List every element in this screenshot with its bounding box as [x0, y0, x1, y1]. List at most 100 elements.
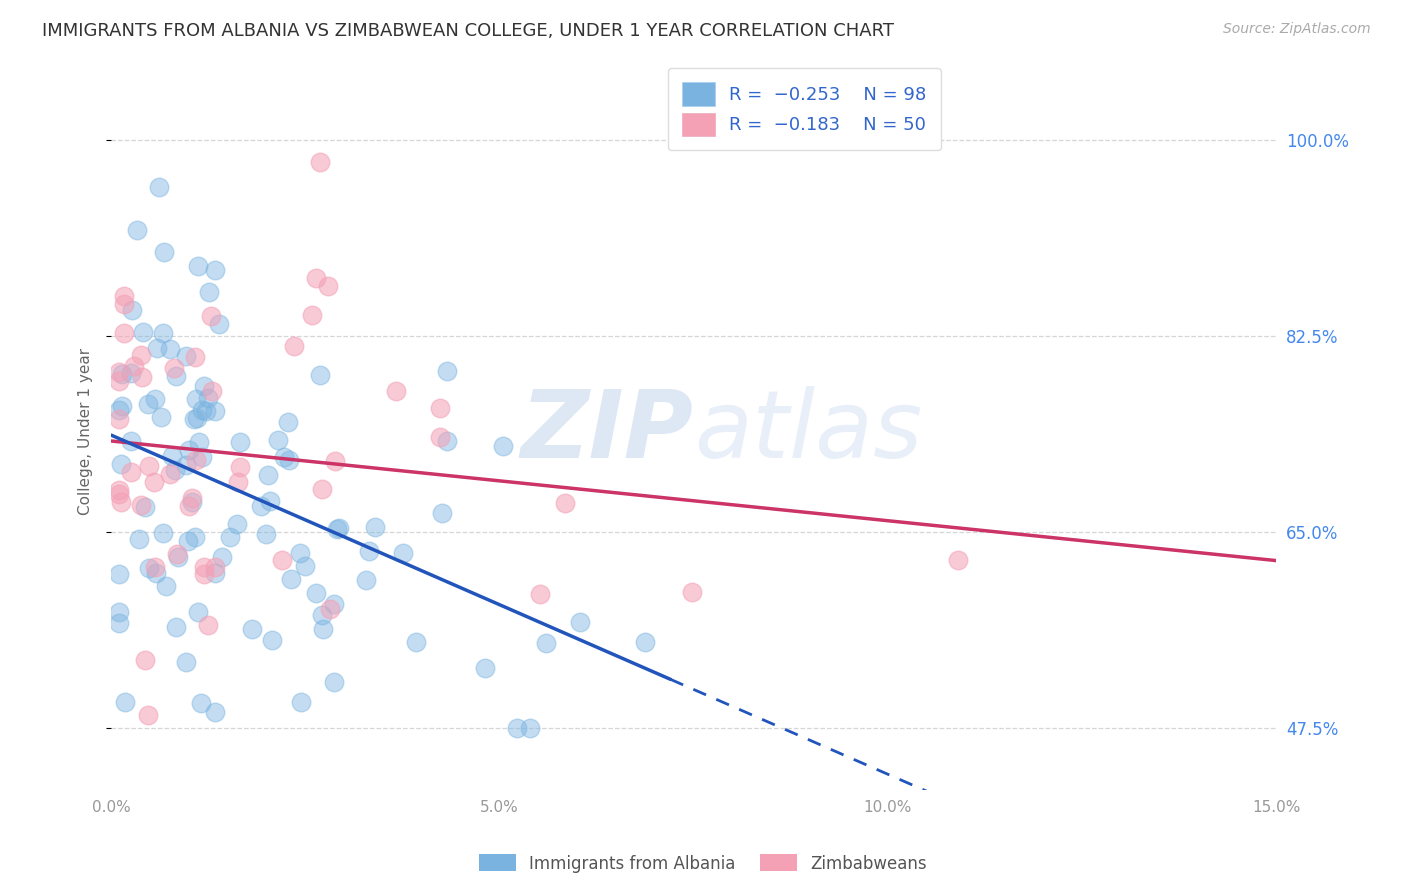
Point — [200, 309, 222, 323]
Legend: Immigrants from Albania, Zimbabweans: Immigrants from Albania, Zimbabweans — [472, 847, 934, 880]
Point — [311, 608, 333, 623]
Point — [316, 278, 339, 293]
Point — [301, 309, 323, 323]
Point — [166, 547, 188, 561]
Text: ZIP: ZIP — [520, 385, 693, 477]
Point — [136, 708, 159, 723]
Point — [184, 392, 207, 406]
Point — [208, 317, 231, 331]
Point — [257, 467, 280, 482]
Point — [179, 499, 201, 513]
Point — [250, 500, 273, 514]
Text: atlas: atlas — [693, 386, 922, 477]
Point — [634, 635, 657, 649]
Point — [134, 500, 156, 514]
Point — [319, 602, 342, 616]
Point — [108, 605, 131, 619]
Point — [280, 572, 302, 586]
Point — [305, 270, 328, 285]
Point — [114, 695, 136, 709]
Point — [108, 486, 131, 500]
Point — [226, 475, 249, 489]
Point — [108, 374, 131, 388]
Point — [184, 453, 207, 467]
Point — [204, 566, 226, 580]
Point — [186, 411, 208, 425]
Point — [120, 367, 142, 381]
Point — [187, 606, 209, 620]
Point — [436, 364, 458, 378]
Point — [153, 244, 176, 259]
Point — [357, 544, 380, 558]
Point — [165, 620, 187, 634]
Point — [108, 567, 131, 582]
Point — [491, 439, 513, 453]
Point — [120, 434, 142, 448]
Point — [529, 587, 551, 601]
Point — [112, 326, 135, 341]
Point — [138, 561, 160, 575]
Point — [112, 297, 135, 311]
Point — [122, 359, 145, 374]
Point — [322, 597, 344, 611]
Point — [131, 369, 153, 384]
Point — [150, 410, 173, 425]
Point — [323, 675, 346, 690]
Point — [308, 368, 330, 382]
Point — [405, 635, 427, 649]
Point — [228, 435, 250, 450]
Point — [193, 379, 215, 393]
Point — [290, 546, 312, 560]
Point — [183, 411, 205, 425]
Y-axis label: College, Under 1 year: College, Under 1 year — [79, 348, 93, 515]
Point — [568, 615, 591, 629]
Point — [364, 520, 387, 534]
Point — [152, 326, 174, 341]
Point — [240, 622, 263, 636]
Point — [197, 391, 219, 405]
Point — [519, 721, 541, 735]
Point — [267, 433, 290, 447]
Point — [183, 351, 205, 365]
Point — [112, 289, 135, 303]
Point — [219, 530, 242, 544]
Point — [181, 495, 204, 509]
Point — [190, 403, 212, 417]
Point — [121, 303, 143, 318]
Point — [159, 467, 181, 481]
Point — [308, 154, 330, 169]
Point — [120, 465, 142, 479]
Point — [193, 566, 215, 581]
Point — [129, 498, 152, 512]
Point — [174, 458, 197, 472]
Point — [312, 623, 335, 637]
Point — [136, 397, 159, 411]
Point — [159, 342, 181, 356]
Point — [254, 527, 277, 541]
Point — [125, 223, 148, 237]
Point — [201, 384, 224, 398]
Point — [204, 705, 226, 719]
Point — [681, 585, 703, 599]
Point — [111, 368, 134, 382]
Point — [946, 553, 969, 567]
Point — [305, 586, 328, 600]
Point — [134, 653, 156, 667]
Point — [474, 661, 496, 675]
Point — [294, 559, 316, 574]
Point — [110, 495, 132, 509]
Point — [184, 530, 207, 544]
Point — [311, 482, 333, 496]
Point — [204, 404, 226, 418]
Point — [211, 549, 233, 564]
Point — [111, 399, 134, 413]
Point — [108, 365, 131, 379]
Point — [277, 452, 299, 467]
Point — [273, 450, 295, 464]
Point — [554, 496, 576, 510]
Point — [429, 401, 451, 416]
Point — [177, 534, 200, 549]
Point — [432, 506, 454, 520]
Point — [129, 348, 152, 362]
Point — [260, 632, 283, 647]
